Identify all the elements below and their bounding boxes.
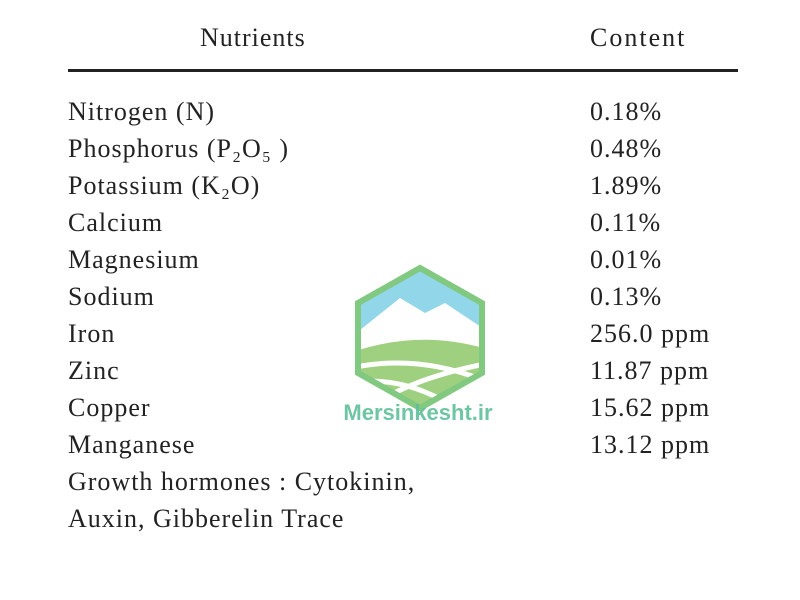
row-label: Magnesium (68, 245, 200, 274)
row-label: Nitrogen (N) (68, 97, 216, 126)
row-label: Iron (68, 319, 116, 348)
row-value: 0.18% (590, 97, 663, 126)
note-line: Growth hormones : Cytokinin, (68, 467, 416, 496)
row-value: 0.11% (590, 208, 662, 237)
row-value: 15.62 ppm (590, 393, 711, 422)
row-value: 1.89% (590, 171, 663, 200)
watermark-text: Mersinkesht.ir (343, 400, 493, 425)
header-cell: Nutrients (200, 23, 306, 52)
row-value: 11.87 ppm (590, 356, 710, 385)
header-rule (68, 69, 738, 72)
row-label: Potassium (K₂O) (68, 171, 261, 200)
row-value: 0.13% (590, 282, 663, 311)
header-cell: Content (590, 23, 687, 52)
row-value: 256.0 ppm (590, 319, 711, 348)
row-label: Zinc (68, 356, 120, 385)
row-label: Sodium (68, 282, 155, 311)
row-label: Copper (68, 393, 151, 422)
row-value: 13.12 ppm (590, 430, 711, 459)
row-value: 0.01% (590, 245, 663, 274)
watermark-logo (355, 264, 485, 412)
row-value: 0.48% (590, 134, 663, 163)
row-label: Calcium (68, 208, 164, 237)
note-line: Auxin, Gibberelin Trace (68, 504, 345, 533)
row-label: Manganese (68, 430, 196, 459)
row-label: Phosphorus (P₂O₅ ) (68, 134, 290, 163)
